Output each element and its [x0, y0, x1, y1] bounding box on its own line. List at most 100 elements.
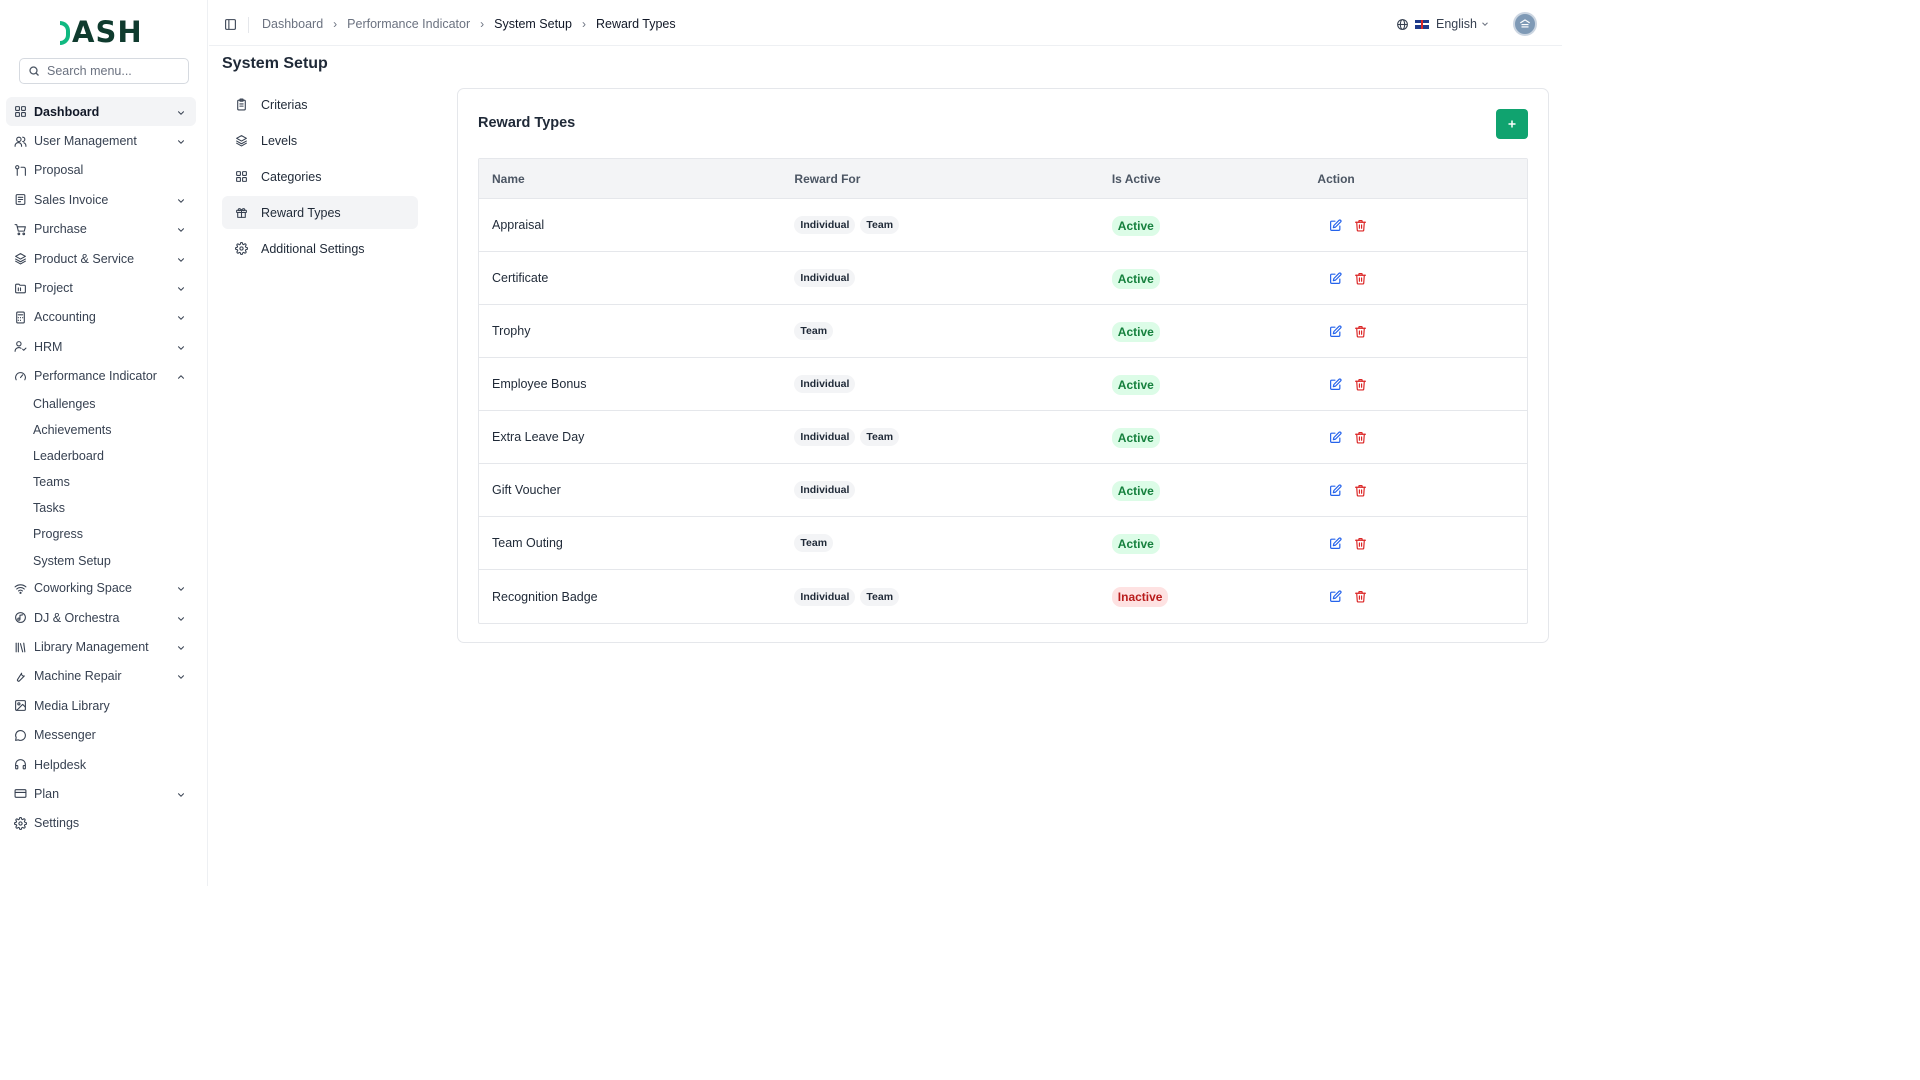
chevron-down-icon — [176, 107, 186, 117]
action-cell — [1317, 377, 1527, 391]
cart-icon — [14, 223, 27, 236]
breadcrumb-item-dashboard[interactable]: Dashboard — [262, 17, 324, 31]
status-cell: Active — [1111, 374, 1318, 395]
chevron-down-icon — [176, 613, 186, 623]
status-badge: Active — [1111, 374, 1160, 395]
sidebar-item-proposal[interactable]: Proposal — [6, 156, 196, 185]
clipboard-icon — [235, 98, 261, 111]
sidebar-subitem-leaderboard[interactable]: Leaderboard — [33, 449, 104, 464]
sidebar-item-machine-repair[interactable]: Machine Repair — [6, 662, 196, 691]
grid-icon — [235, 170, 261, 183]
folder-icon — [14, 282, 27, 295]
sidebar-item-project[interactable]: Project — [6, 273, 196, 302]
sidebar-item-label: Library Management — [34, 640, 149, 655]
sidebar-item-product-and-service[interactable]: Product & Service — [6, 244, 196, 273]
sidebar-item-media-library[interactable]: Media Library — [6, 691, 196, 720]
delete-icon[interactable] — [1354, 537, 1367, 550]
gear-icon — [235, 242, 261, 255]
sidebar-item-hrm[interactable]: HRM — [6, 332, 196, 361]
status-badge: Active — [1111, 427, 1160, 448]
edit-icon[interactable] — [1329, 430, 1342, 444]
sidebar-item-dashboard[interactable]: Dashboard — [6, 97, 196, 127]
sidebar-toggle-icon[interactable] — [224, 18, 237, 34]
layers-icon — [14, 252, 27, 265]
delete-icon[interactable] — [1354, 431, 1367, 444]
reward-for-tag: Individual — [794, 375, 856, 393]
sidebar-subitem-tasks[interactable]: Tasks — [33, 501, 65, 516]
divider — [248, 17, 249, 33]
setup-menu-label: Categories — [261, 169, 322, 184]
sidebar-item-messenger[interactable]: Messenger — [6, 721, 196, 750]
reward-for-tag: Individual — [794, 269, 856, 287]
breadcrumb-separator-icon: › — [480, 17, 485, 31]
breadcrumb-item-reward-types: Reward Types — [595, 17, 676, 31]
delete-icon[interactable] — [1354, 590, 1367, 603]
sidebar-item-sales-invoice[interactable]: Sales Invoice — [6, 185, 196, 214]
action-cell — [1317, 218, 1527, 232]
breadcrumb-item-performance-indicator[interactable]: Performance Indicator — [347, 17, 471, 31]
setup-menu-item-additional-settings[interactable]: Additional Settings — [222, 232, 418, 265]
sidebar-item-user-management[interactable]: User Management — [6, 126, 196, 155]
setup-menu-label: Criterias — [261, 97, 308, 112]
table-row: Recognition Badge Individual Team Inactive — [479, 570, 1527, 623]
message-icon — [14, 729, 27, 742]
delete-icon[interactable] — [1354, 272, 1367, 285]
breadcrumb-item-system-setup[interactable]: System Setup — [494, 17, 572, 31]
setup-menu-label: Reward Types — [261, 205, 341, 220]
edit-icon[interactable] — [1329, 271, 1342, 285]
sidebar-item-performance-indicator[interactable]: Performance Indicator — [6, 362, 196, 391]
sidebar-item-coworking-space[interactable]: Coworking Space — [6, 574, 196, 603]
sidebar-item-accounting[interactable]: Accounting — [6, 303, 196, 332]
chevron-down-icon — [176, 583, 186, 593]
sidebar-item-dj-and-orchestra[interactable]: DJ & Orchestra — [6, 603, 196, 632]
sidebar-item-settings[interactable]: Settings — [6, 809, 196, 838]
action-cell — [1317, 536, 1527, 550]
sidebar-subitem-progress[interactable]: Progress — [33, 527, 84, 542]
edit-icon[interactable] — [1329, 483, 1342, 497]
delete-icon[interactable] — [1354, 219, 1367, 232]
edit-icon[interactable] — [1329, 590, 1342, 603]
gear-icon — [14, 816, 27, 830]
sidebar-item-purchase[interactable]: Purchase — [6, 215, 196, 244]
edit-icon[interactable] — [1329, 218, 1342, 232]
setup-menu-item-criterias[interactable]: Criterias — [222, 88, 418, 121]
sidebar-subitem-system-setup[interactable]: System Setup — [33, 553, 111, 568]
search-input[interactable] — [47, 64, 177, 78]
topbar: Dashboard › Performance Indicator › Syst… — [209, 0, 1562, 46]
reward-types-table: Name Reward For Is Active Action Apprais… — [478, 158, 1528, 624]
edit-icon[interactable] — [1329, 324, 1342, 338]
action-cell — [1317, 324, 1527, 338]
sidebar-subitem-teams[interactable]: Teams — [33, 475, 70, 490]
avatar[interactable] — [1513, 12, 1537, 36]
edit-icon[interactable] — [1329, 377, 1342, 391]
delete-icon[interactable] — [1354, 325, 1367, 338]
setup-menu-item-categories[interactable]: Categories — [222, 160, 418, 193]
logo-mark — [60, 21, 70, 45]
delete-icon[interactable] — [1354, 484, 1367, 497]
reward-for-cell: Individual — [794, 481, 1111, 499]
library-icon — [14, 641, 27, 654]
reward-name: Team Outing — [492, 536, 563, 550]
sidebar-subitem-challenges[interactable]: Challenges — [33, 396, 96, 411]
uk-flag-icon — [1415, 19, 1429, 29]
status-cell: Active — [1111, 215, 1318, 236]
page-title: System Setup — [222, 55, 328, 72]
add-reward-type-button[interactable] — [1496, 109, 1528, 139]
sidebar-item-plan[interactable]: Plan — [6, 779, 196, 808]
table-row: Team Outing Team Active — [479, 517, 1527, 570]
setup-menu-item-reward-types[interactable]: Reward Types — [222, 196, 418, 229]
status-cell: Active — [1111, 480, 1318, 501]
language-selector[interactable]: English — [1396, 17, 1490, 31]
logo[interactable]: ASH — [60, 15, 143, 49]
setup-menu-item-levels[interactable]: Levels — [222, 124, 418, 157]
sidebar-subitem-achievements[interactable]: Achievements — [33, 423, 112, 438]
reward-for-tag: Team — [794, 322, 834, 340]
sidebar-item-helpdesk[interactable]: Helpdesk — [6, 750, 196, 779]
sidebar-item-library-management[interactable]: Library Management — [6, 632, 196, 661]
plus-icon — [1508, 120, 1516, 128]
delete-icon[interactable] — [1354, 378, 1367, 391]
invoice-icon — [14, 193, 27, 206]
edit-icon[interactable] — [1329, 536, 1342, 550]
table-row: Extra Leave Day Individual Team Active — [479, 411, 1527, 464]
action-cell — [1317, 430, 1527, 444]
